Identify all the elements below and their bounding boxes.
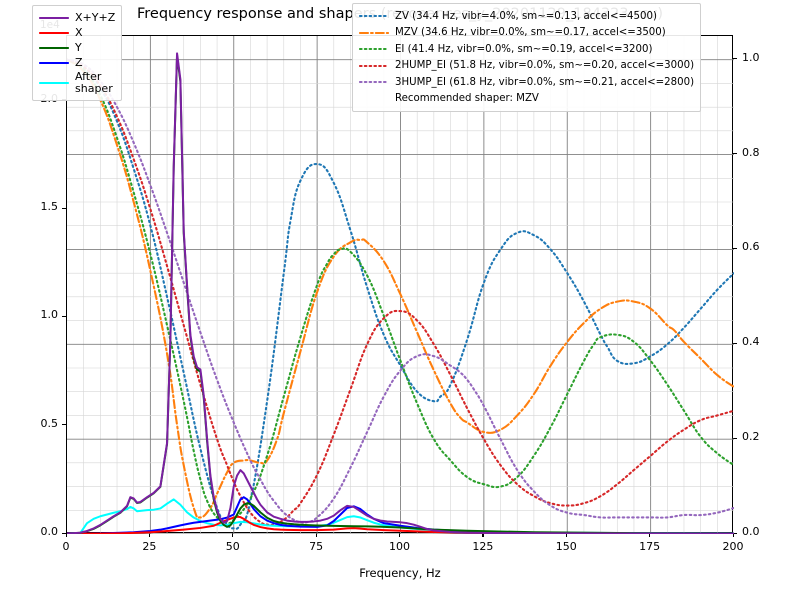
legend-item-3hump_ei[interactable]: 3HUMP_EI (61.8 Hz, vibr=0.0%, sm~=0.21, … <box>359 74 694 91</box>
psd-legend[interactable]: X+Y+Z X Y Z After shaper <box>32 5 123 101</box>
y-tick-right: 0.8 <box>742 145 760 159</box>
legend-item-label: X <box>75 26 83 39</box>
x-tick: 125 <box>472 540 494 553</box>
x-tick: 150 <box>555 540 577 553</box>
x-tick-mark <box>65 533 67 537</box>
legend-item-label: After shaper <box>75 69 113 95</box>
y-tick-left: 1.5 <box>40 200 59 214</box>
legend-swatch-icon <box>359 76 389 88</box>
legend-item-label: X+Y+Z <box>75 11 116 24</box>
y-tick-left: 0.0 <box>40 525 59 538</box>
legend-line-sample <box>39 61 69 64</box>
data-curves <box>67 52 734 534</box>
legend-item-z[interactable]: Z <box>39 55 115 70</box>
x-tick-mark <box>399 533 401 537</box>
x-tick: 175 <box>639 540 661 553</box>
legend-item-x[interactable]: X <box>39 25 115 40</box>
legend-item-label: Y <box>75 41 82 54</box>
legend-swatch-icon <box>39 57 69 69</box>
x-tick-mark <box>148 533 151 537</box>
legend-line-sample <box>359 15 389 18</box>
legend-item-label: 2HUMP_EI (51.8 Hz, vibr=0.0%, sm~=0.20, … <box>395 60 695 72</box>
x-tick: 75 <box>309 540 324 553</box>
legend-line-sample <box>359 64 389 67</box>
x-tick-mark <box>649 533 651 537</box>
x-tick: 25 <box>142 540 157 553</box>
y-tick-left: 1.0 <box>40 308 59 322</box>
legend-swatch-icon <box>359 43 389 55</box>
legend-swatch-icon <box>359 27 389 39</box>
legend-item-2hump_ei[interactable]: 2HUMP_EI (51.8 Hz, vibr=0.0%, sm~=0.20, … <box>359 58 694 75</box>
legend-line-sample <box>359 48 389 51</box>
legend-line-sample <box>359 81 389 84</box>
legend-line-sample <box>39 16 69 19</box>
y-tick-right: 1.0 <box>742 50 760 64</box>
legend-swatch-icon <box>39 42 69 54</box>
x-axis-label: Frequency, Hz <box>359 566 441 580</box>
legend-swatch-icon <box>359 10 389 22</box>
legend-line-sample <box>39 46 69 49</box>
y-tick-mark-right <box>733 437 737 439</box>
legend-item-x-y-z[interactable]: X+Y+Z <box>39 10 115 25</box>
legend-swatch-icon <box>39 12 69 24</box>
legend-item-label: MZV (34.6 Hz, vibr=0.0%, sm~=0.17, accel… <box>395 27 666 39</box>
legend-item-label: EI (41.4 Hz, vibr=0.0%, sm~=0.19, accel<… <box>395 43 653 55</box>
legend-item-label: 3HUMP_EI (61.8 Hz, vibr=0.0%, sm~=0.21, … <box>395 76 695 88</box>
legend-item-ei[interactable]: EI (41.4 Hz, vibr=0.0%, sm~=0.19, accel<… <box>359 41 694 58</box>
legend-item-y[interactable]: Y <box>39 40 115 55</box>
y-tick-mark-left <box>62 532 66 534</box>
y-tick-mark-right <box>733 58 737 60</box>
legend-item-mzv[interactable]: MZV (34.6 Hz, vibr=0.0%, sm~=0.17, accel… <box>359 25 694 42</box>
y-tick-mark-right <box>733 247 737 250</box>
y-tick-mark-right <box>733 532 737 534</box>
y-tick-right: 0.4 <box>742 335 760 349</box>
x-tick: 200 <box>722 540 744 553</box>
legend-item-label: ZV (34.4 Hz, vibr=4.0%, sm~=0.13, accel<… <box>395 10 657 22</box>
legend-item-label: Z <box>75 56 83 69</box>
x-tick: 50 <box>225 540 240 553</box>
legend-line-sample <box>39 31 69 34</box>
y-tick-mark-right <box>733 342 737 344</box>
x-tick: 0 <box>62 540 70 553</box>
y-tick-left: 0.5 <box>40 416 59 430</box>
x-tick-mark <box>482 533 484 537</box>
legend-item-after-shaper[interactable]: After shaper <box>39 70 115 96</box>
y-tick-right: 0.0 <box>742 525 760 538</box>
y-tick-mark-left <box>62 424 66 426</box>
legend-swatch-placeholder <box>359 93 389 105</box>
x-tick-mark <box>732 533 734 537</box>
recommended-shaper-label: Recommended shaper: MZV <box>395 93 539 105</box>
y-tick-right: 0.2 <box>742 430 760 444</box>
y-tick-right: 0.6 <box>742 240 760 254</box>
y-tick-mark-right <box>733 153 737 155</box>
legend-item-zv[interactable]: ZV (34.4 Hz, vibr=4.0%, sm~=0.13, accel<… <box>359 8 694 25</box>
shaper-legend[interactable]: ZV (34.4 Hz, vibr=4.0%, sm~=0.13, accel<… <box>352 3 702 112</box>
x-tick-mark <box>315 533 317 537</box>
legend-line-sample <box>39 81 69 85</box>
x-tick-mark <box>565 533 567 537</box>
y-tick-mark-left <box>62 207 66 209</box>
legend-line-sample <box>359 31 389 34</box>
legend-swatch-icon <box>39 77 69 89</box>
legend-swatch-icon <box>359 60 389 72</box>
x-tick-mark <box>232 533 234 537</box>
x-tick: 100 <box>389 540 410 553</box>
legend-swatch-icon <box>39 27 69 39</box>
recommended-shaper-row: Recommended shaper: MZV <box>359 91 694 108</box>
y-tick-mark-left <box>62 315 66 318</box>
